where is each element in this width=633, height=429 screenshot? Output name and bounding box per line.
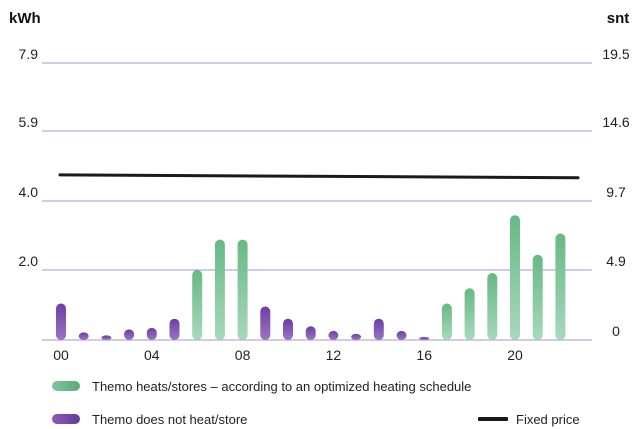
right-axis-unit: snt <box>607 10 630 27</box>
x-axis-tick-label: 04 <box>144 347 160 363</box>
x-axis-tick-label: 12 <box>326 347 342 363</box>
fixed-price-layer <box>58 173 580 180</box>
fixed-price-line <box>58 173 580 180</box>
right-axis-tick-label: 9.7 <box>606 184 626 200</box>
bar-no-heat-store <box>305 326 316 340</box>
left-axis-unit: kWh <box>9 10 41 27</box>
bar-heat-store <box>192 270 203 340</box>
legend: Themo heats/stores – according to an opt… <box>52 379 580 427</box>
bar-no-heat-store <box>283 318 293 340</box>
right-axis-tick-label: 14.6 <box>602 114 629 130</box>
bar-no-heat-store <box>124 329 135 340</box>
legend-green-label: Themo heats/stores – according to an opt… <box>92 379 471 394</box>
x-axis-tick-label: 20 <box>507 347 523 363</box>
left-axis-tick-label: 4.0 <box>19 184 39 200</box>
bar-no-heat-store <box>351 333 362 340</box>
bar-no-heat-store <box>78 332 89 340</box>
left-axis-tick-label: 7.9 <box>19 46 39 62</box>
bar-heat-store <box>510 215 520 340</box>
bar-no-heat-store <box>260 306 271 340</box>
bar-heat-store <box>532 254 543 340</box>
bar-no-heat-store <box>101 335 112 340</box>
bar-no-heat-store <box>56 303 66 340</box>
bar-heat-store <box>237 239 248 340</box>
bar-heat-store <box>214 239 225 340</box>
axis-labels-layer: 7.9 5.9 4.0 2.0 19.5 14.6 9.7 4.9 0 kWh snt 00 04 08 1… <box>9 10 630 363</box>
bar-heat-store <box>464 288 475 340</box>
bar-no-heat-store <box>146 327 157 340</box>
right-axis-tick-label: 4.9 <box>606 253 626 269</box>
legend-fixed-price-label: Fixed price <box>516 412 580 427</box>
bar-heat-store <box>487 273 498 340</box>
bar-no-heat-store <box>169 318 180 340</box>
left-axis-tick-label: 5.9 <box>19 114 39 130</box>
grid-lines <box>42 62 592 341</box>
right-axis-tick-label: 0 <box>612 323 620 339</box>
bar-heat-store <box>555 233 566 340</box>
legend-purple-label: Themo does not heat/store <box>92 412 247 427</box>
bar-no-heat-store <box>419 336 430 340</box>
bar-no-heat-store <box>396 330 407 340</box>
bar-heat-store <box>441 303 452 340</box>
legend-fixed-price-swatch <box>478 417 508 421</box>
left-axis-tick-label: 2.0 <box>19 253 39 269</box>
x-axis-tick-label: 00 <box>53 347 69 363</box>
bar-no-heat-store <box>373 318 384 340</box>
legend-green-swatch <box>52 381 80 391</box>
x-axis-tick-label: 08 <box>235 347 251 363</box>
legend-purple-swatch <box>52 414 80 424</box>
x-axis-tick-label: 16 <box>416 347 432 363</box>
right-axis-tick-label: 19.5 <box>602 46 629 62</box>
bar-series-layer <box>56 215 566 340</box>
bar-no-heat-store <box>328 330 339 340</box>
